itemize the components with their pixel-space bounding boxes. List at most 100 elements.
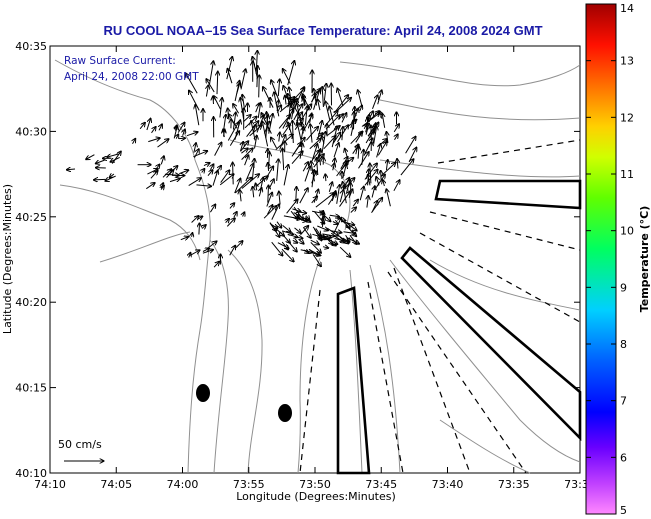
current-vector <box>243 115 251 123</box>
current-vector <box>266 192 273 207</box>
dashed-line-7 <box>393 267 471 474</box>
current-vector <box>199 223 200 235</box>
current-vector <box>314 89 317 106</box>
scale-arrow-label: 50 cm/s <box>58 438 102 451</box>
current-vector <box>319 154 320 166</box>
current-vector <box>382 113 385 128</box>
current-vector <box>203 163 210 166</box>
current-vector <box>195 105 200 126</box>
current-vector <box>271 80 280 101</box>
current-vector <box>251 121 256 141</box>
current-vector <box>298 240 304 244</box>
contour-12 <box>99 231 191 263</box>
y-tick-label: 40:25 <box>15 211 47 224</box>
current-vector <box>381 170 382 182</box>
x-tick-label: 73:55 <box>233 478 265 491</box>
current-vector <box>234 178 241 194</box>
contour-2 <box>227 249 263 474</box>
current-vector <box>339 178 355 194</box>
current-vector <box>291 137 305 157</box>
current-vector <box>202 250 214 254</box>
current-vector <box>345 222 357 231</box>
current-vector <box>179 170 188 175</box>
current-vector <box>214 142 222 156</box>
dashed-line-1 <box>437 139 581 164</box>
current-vector <box>321 136 324 144</box>
current-vector <box>233 162 234 185</box>
current-vector <box>381 162 395 177</box>
current-vector <box>287 61 295 86</box>
current-vector <box>318 99 320 111</box>
y-axis-label: Latitude (Degrees:Minutes) <box>1 184 14 334</box>
current-vector <box>354 111 355 130</box>
current-vector <box>176 134 178 139</box>
current-vector <box>268 113 273 134</box>
current-vector <box>254 124 256 132</box>
contour-10 <box>429 259 581 311</box>
y-tick-label: 40:10 <box>15 467 47 480</box>
x-tick-label: 73:50 <box>299 478 331 491</box>
current-vector <box>157 139 169 148</box>
current-vector <box>312 254 321 266</box>
current-vector <box>358 152 370 169</box>
current-vector <box>292 240 298 243</box>
current-vector <box>263 87 274 108</box>
annotation-line2: April 24, 2008 22:00 GMT <box>64 71 199 83</box>
y-tick-label: 40:30 <box>15 125 47 138</box>
current-vector <box>344 222 355 225</box>
current-vector <box>146 183 155 190</box>
current-vector <box>333 143 339 158</box>
current-vector <box>343 232 356 234</box>
dashed-range-lines <box>299 139 581 474</box>
current-vector <box>217 71 218 95</box>
current-vector <box>213 96 214 105</box>
current-vector <box>241 148 248 154</box>
current-vector <box>161 185 164 189</box>
current-vector <box>324 83 326 101</box>
colorbar-tick-label: 14 <box>620 2 634 15</box>
colorbar: 5 6 7 8 9 10 11 12 13 14 Temperature (°C) <box>585 2 651 517</box>
current-vector <box>363 111 373 130</box>
current-vector <box>240 69 246 90</box>
current-vector <box>256 50 257 74</box>
current-vector <box>329 215 340 217</box>
current-vector <box>202 169 205 173</box>
current-vector <box>271 204 280 220</box>
current-vector <box>279 191 280 205</box>
current-vector <box>256 183 257 191</box>
current-vector <box>209 61 214 85</box>
current-vector <box>193 151 207 158</box>
current-vector <box>349 234 357 244</box>
colorbar-tick-label: 12 <box>620 111 634 124</box>
current-vector <box>169 178 180 181</box>
current-vector <box>240 141 249 152</box>
current-vector <box>322 87 323 108</box>
current-vector <box>302 162 308 172</box>
current-vector <box>359 186 364 201</box>
current-vector <box>252 56 258 79</box>
current-vector <box>311 196 318 204</box>
current-vector <box>229 245 236 256</box>
current-vector <box>315 228 321 235</box>
current-vector <box>332 222 338 225</box>
current-vector <box>146 118 151 131</box>
current-vector <box>259 75 260 98</box>
current-vector <box>383 180 385 187</box>
x-tick-label: 74:10 <box>34 478 66 491</box>
colorbar-tick-label: 8 <box>620 338 627 351</box>
current-vector <box>271 241 283 256</box>
current-vector <box>395 134 399 140</box>
current-vector <box>376 177 379 186</box>
contour-13 <box>439 419 531 474</box>
current-vector <box>364 169 378 186</box>
current-vector <box>213 261 219 268</box>
current-vector <box>244 155 249 166</box>
current-vector <box>376 144 381 158</box>
current-vector <box>327 126 340 136</box>
current-vector <box>336 185 340 204</box>
current-vector <box>393 180 400 192</box>
current-vector <box>323 237 330 239</box>
current-vector <box>178 138 185 139</box>
current-vector <box>282 108 294 129</box>
current-vector <box>308 249 320 255</box>
